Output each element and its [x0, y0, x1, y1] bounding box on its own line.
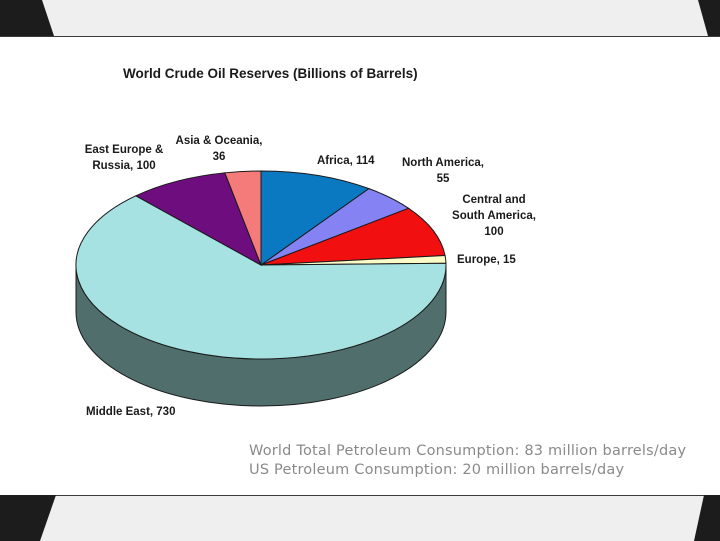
label-central-and-south-america: Central and South America, 100: [452, 194, 536, 238]
pie-slice-east-europe-and-russia: [134, 172, 262, 267]
pie-labels: Africa, 114 North America, 55 Central and So…: [85, 135, 536, 418]
top-right-corner-decoration: [698, 0, 720, 36]
label-middle-east: Middle East, 730: [86, 406, 175, 418]
footnote-us-consumption: US Petroleum Consumption: 20 million bar…: [249, 462, 625, 478]
label-europe: Europe, 15: [457, 254, 516, 266]
label-asia-and-oceania: Asia & Oceania, 36: [176, 135, 263, 163]
pie-slice-middle-east: [75, 195, 447, 360]
pie-slices: [75, 170, 447, 360]
chart-title: World Crude Oil Reserves (Billions of Ba…: [123, 66, 418, 81]
bottom-right-corner-decoration: [694, 495, 720, 541]
top-left-corner-decoration: [0, 0, 54, 36]
top-band: [0, 0, 720, 37]
pie-slice-asia-and-oceania: [224, 170, 262, 266]
footnote-world-consumption: World Total Petroleum Consumption: 83 mi…: [249, 443, 687, 459]
bottom-band: [0, 495, 720, 541]
pie-slice-central-and-south-america: [260, 207, 446, 266]
label-east-europe-and-russia: East Europe & Russia, 100: [85, 144, 164, 172]
label-north-america: North America, 55: [402, 157, 484, 185]
bottom-left-corner-decoration: [0, 495, 56, 541]
label-africa: Africa, 114: [317, 155, 375, 167]
pie-slice-africa: [260, 170, 370, 266]
